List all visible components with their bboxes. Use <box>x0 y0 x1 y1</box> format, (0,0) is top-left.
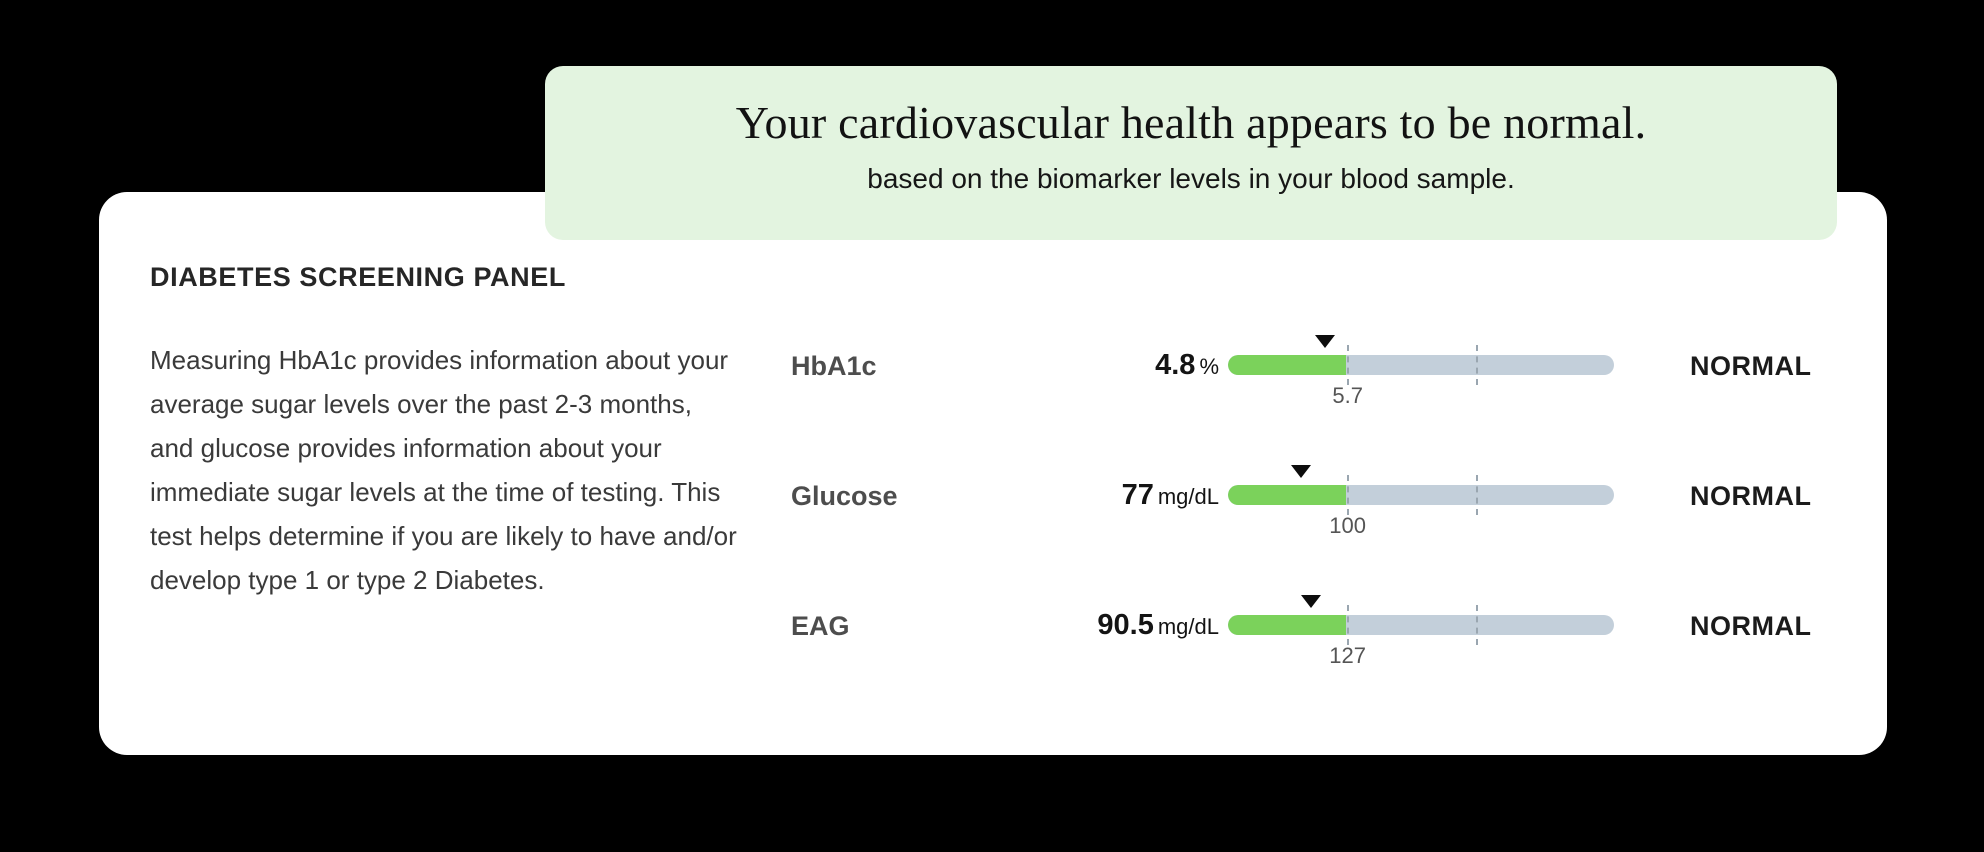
bar-fill <box>1228 615 1346 635</box>
bar-threshold-tick-1 <box>1346 345 1349 385</box>
bar-threshold-tick-2 <box>1475 475 1478 515</box>
biomarker-name: EAG <box>791 611 850 641</box>
biomarker-row-hba1c: HbA1c 4.8% 5.7 NORMAL <box>791 325 1837 409</box>
biomarker-value-unit: mg/dL <box>1157 614 1219 639</box>
bar-threshold-label: 100 <box>1329 513 1367 538</box>
biomarker-status-badge: NORMAL <box>1690 481 1812 511</box>
panel-heading: DIABETES SCREENING PANEL <box>150 262 566 292</box>
bar-fill <box>1228 485 1346 505</box>
result-subtitle: based on the biomarker levels in your bl… <box>867 163 1515 194</box>
bar-threshold-tick-1 <box>1346 605 1349 645</box>
biomarker-row-glucose: Glucose 77 mg/dL 100 NORMAL <box>791 455 1837 539</box>
biomarker-value-number: 77 <box>1121 479 1154 511</box>
result-title: Your cardiovascular health appears to be… <box>735 97 1647 148</box>
bar-track <box>1228 485 1614 505</box>
biomarker-range-bar: 100 <box>1228 455 1614 539</box>
report-card <box>99 192 1887 755</box>
bar-threshold-label: 5.7 <box>1332 383 1363 408</box>
bar-track <box>1228 355 1614 375</box>
biomarker-name: HbA1c <box>791 351 877 381</box>
bar-value-marker-icon <box>1300 595 1321 608</box>
bar-threshold-tick-2 <box>1475 605 1478 645</box>
biomarker-row-eag: EAG 90.5 mg/dL 127 NORMAL <box>791 585 1837 669</box>
biomarker-value-number: 90.5 <box>1097 609 1154 641</box>
panel-description: Measuring HbA1c provides information abo… <box>150 345 737 595</box>
biomarker-value-number: 4.8 <box>1155 349 1196 381</box>
biomarker-value-unit: % <box>1199 354 1219 379</box>
result-banner: Your cardiovascular health appears to be… <box>545 66 1837 240</box>
bar-threshold-tick-1 <box>1346 475 1349 515</box>
bar-threshold-tick-2 <box>1475 345 1478 385</box>
biomarker-value-unit: mg/dL <box>1157 484 1219 509</box>
bar-track <box>1228 615 1614 635</box>
bar-value-marker-icon <box>1314 335 1335 348</box>
biomarker-value: 77 mg/dL <box>931 479 1219 512</box>
biomarker-status-badge: NORMAL <box>1690 351 1812 381</box>
biomarker-value: 4.8% <box>931 349 1219 382</box>
bar-threshold-label: 127 <box>1329 643 1367 668</box>
biomarker-status-badge: NORMAL <box>1690 611 1812 641</box>
bar-fill <box>1228 355 1346 375</box>
bar-value-marker-icon <box>1291 465 1312 478</box>
biomarker-value: 90.5 mg/dL <box>931 609 1219 642</box>
biomarker-name: Glucose <box>791 481 898 511</box>
biomarker-range-bar: 5.7 <box>1228 325 1614 409</box>
biomarker-range-bar: 127 <box>1228 585 1614 669</box>
